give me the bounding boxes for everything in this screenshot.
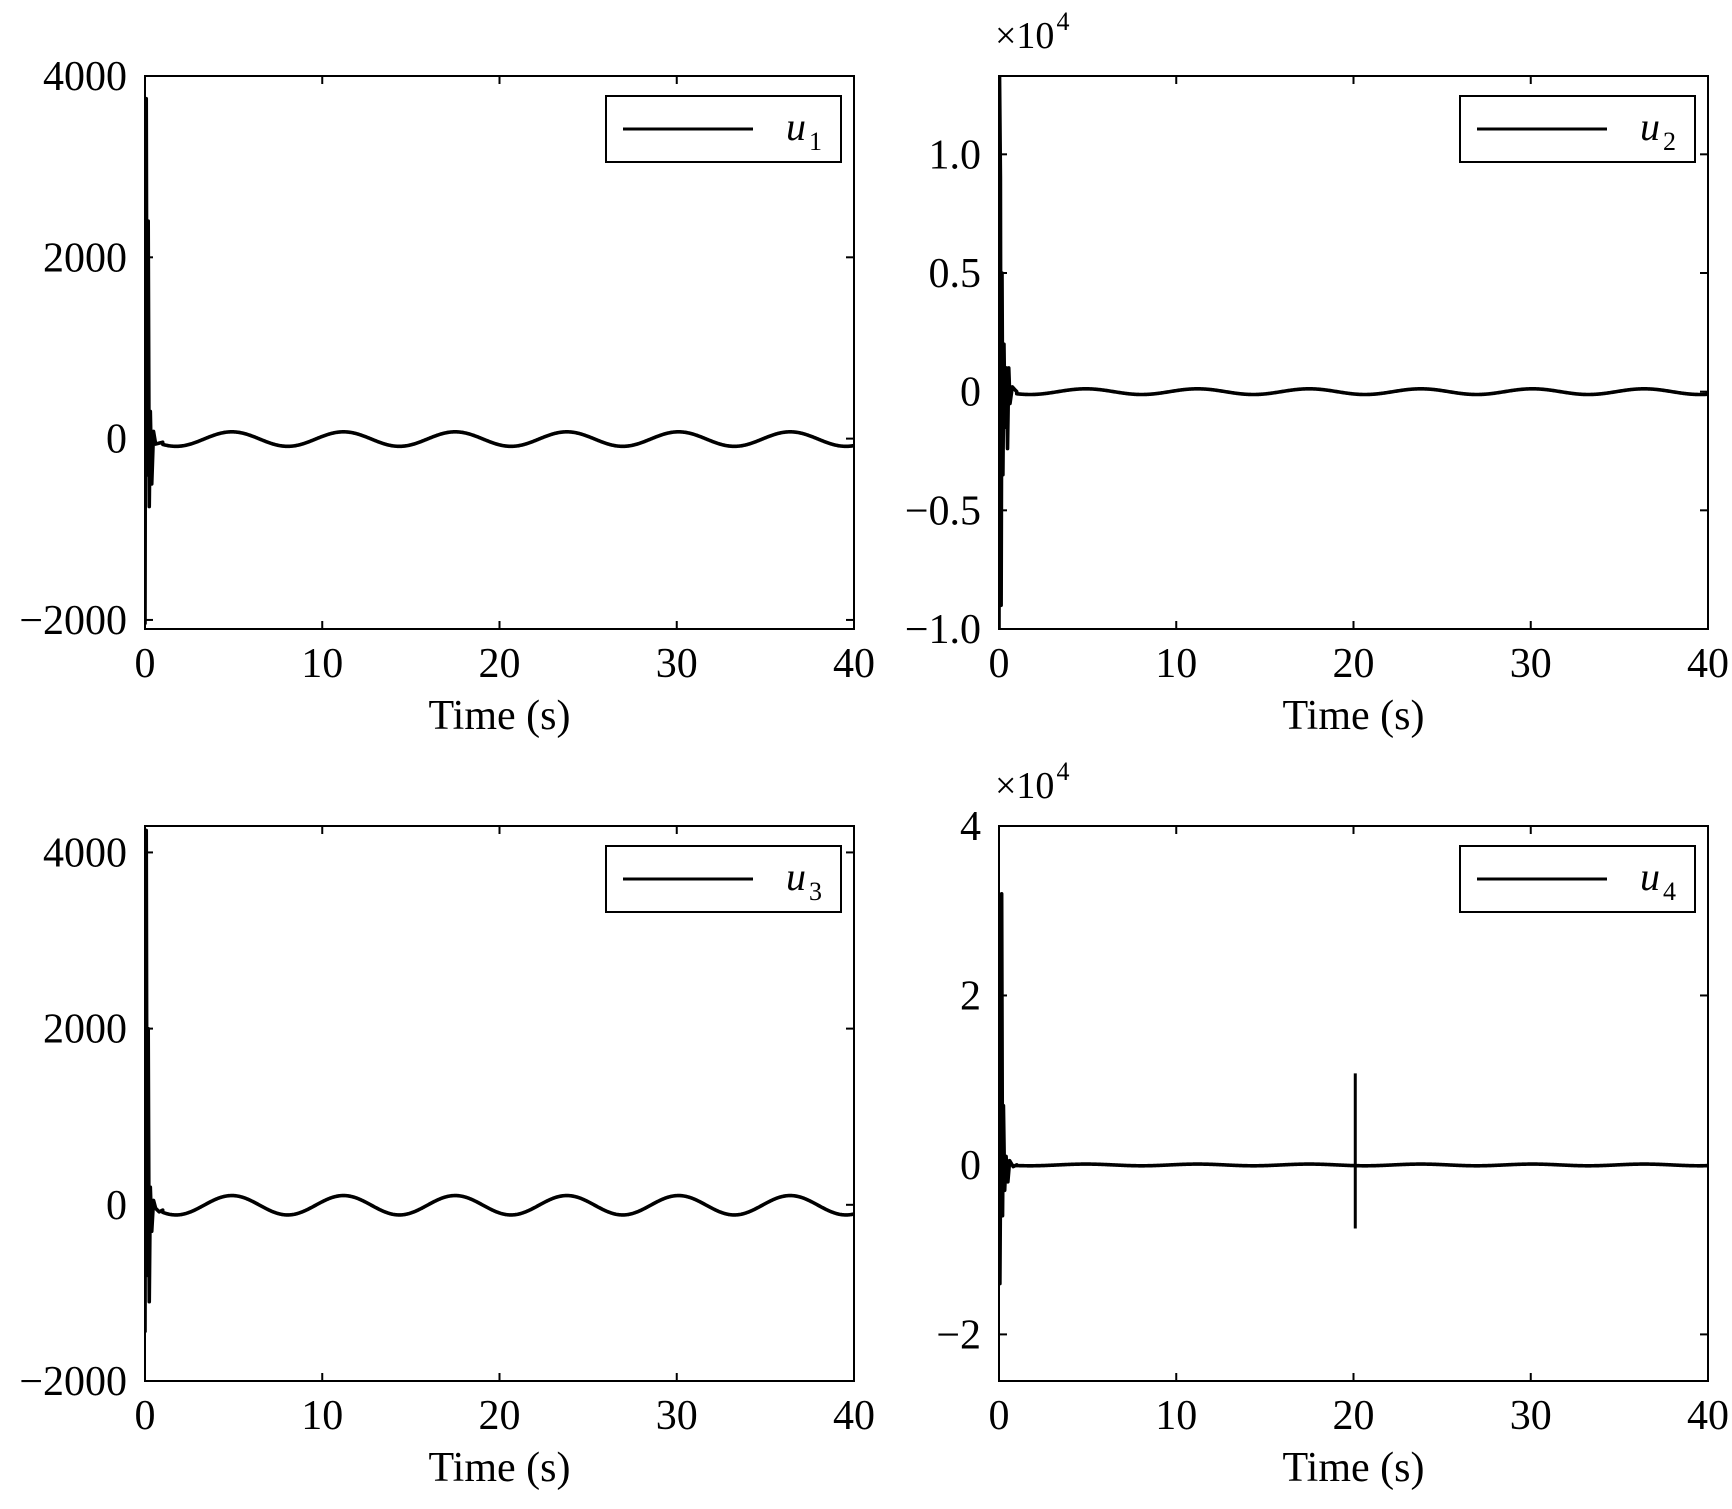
series-line-u1 (145, 96, 854, 625)
axis-exponent-power: 4 (1056, 757, 1069, 786)
y-tick-label: −1.0 (905, 607, 981, 653)
x-tick-label: 20 (1333, 1393, 1375, 1439)
y-tick-label: 0 (960, 370, 981, 416)
x-tick-label: 30 (656, 641, 698, 687)
y-tick-label: 4000 (43, 830, 127, 876)
y-tick-label: 4 (960, 804, 981, 850)
x-tick-label: 40 (833, 641, 875, 687)
y-tick-label: −2 (936, 1312, 981, 1358)
x-tick-label: 0 (135, 1393, 156, 1439)
x-tick-label: 20 (479, 1393, 521, 1439)
x-tick-label: 30 (656, 1393, 698, 1439)
axis-exponent: ×10 (995, 765, 1054, 807)
legend-subscript: 4 (1663, 877, 1676, 906)
legend-label: u (786, 854, 806, 899)
series-line-u4 (999, 891, 1708, 1286)
y-tick-label: −2000 (19, 598, 127, 644)
y-tick-label: 2000 (43, 235, 127, 281)
x-tick-label: 0 (135, 641, 156, 687)
x-tick-label: 10 (1155, 641, 1197, 687)
x-tick-label: 20 (1333, 641, 1375, 687)
x-tick-label: 0 (989, 1393, 1010, 1439)
legend-subscript: 1 (809, 127, 822, 156)
x-axis-label: Time (s) (429, 693, 571, 739)
x-tick-label: 20 (479, 641, 521, 687)
x-axis-label: Time (s) (429, 1445, 571, 1491)
x-axis-label: Time (s) (1283, 693, 1425, 739)
x-tick-label: 40 (833, 1393, 875, 1439)
subplot-u2: 0 10 20 30 40 −1.0 −0.5 0 0.5 1.0 Time (s) ×10 4 u 2 (905, 7, 1729, 739)
y-tick-label: 0 (960, 1143, 981, 1189)
x-axis-label: Time (s) (1283, 1445, 1425, 1491)
legend-label: u (1640, 854, 1660, 899)
series-line-u3 (145, 828, 854, 1333)
y-tick-label: 1.0 (929, 132, 982, 178)
x-tick-label: 0 (989, 641, 1010, 687)
x-tick-label: 10 (1155, 1393, 1197, 1439)
y-tick-label: 4000 (43, 54, 127, 100)
y-tick-label: 2 (960, 973, 981, 1019)
y-tick-label: −0.5 (905, 488, 981, 534)
axis-exponent-power: 4 (1056, 7, 1069, 36)
legend-label: u (1640, 104, 1660, 149)
x-tick-label: 40 (1687, 1393, 1729, 1439)
x-tick-label: 30 (1510, 641, 1552, 687)
legend-subscript: 2 (1663, 127, 1676, 156)
x-tick-label: 30 (1510, 1393, 1552, 1439)
x-tick-label: 40 (1687, 641, 1729, 687)
x-tick-label: 10 (301, 1393, 343, 1439)
x-tick-label: 10 (301, 641, 343, 687)
y-tick-label: 0 (106, 417, 127, 463)
axis-exponent: ×10 (995, 15, 1054, 57)
legend-label: u (786, 104, 806, 149)
y-tick-label: −2000 (19, 1359, 127, 1405)
y-tick-label: 0.5 (929, 251, 982, 297)
legend-subscript: 3 (809, 877, 822, 906)
series-line-u2 (999, 76, 1708, 629)
y-tick-label: 0 (106, 1183, 127, 1229)
y-tick-label: 2000 (43, 1007, 127, 1053)
